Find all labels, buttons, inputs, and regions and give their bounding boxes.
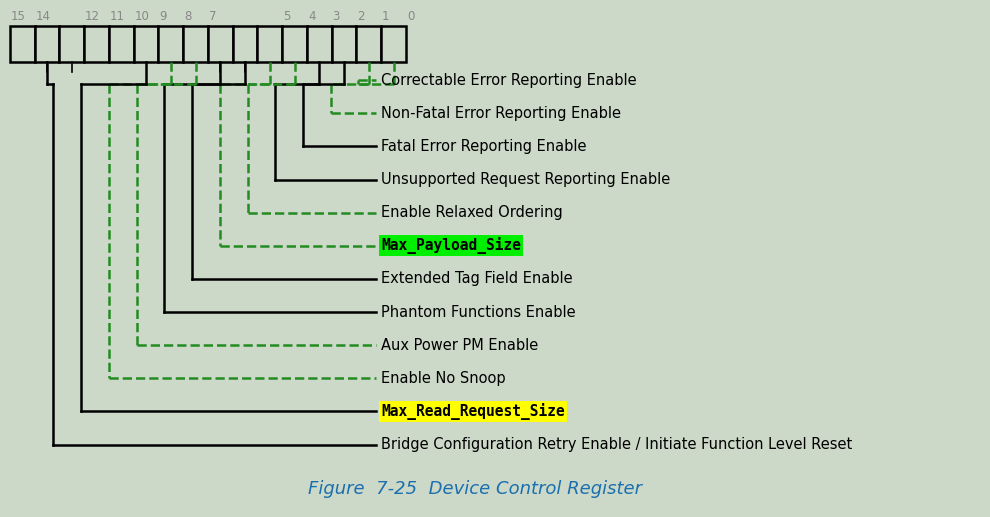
Bar: [10, 26, 35, 62]
Bar: [35, 26, 59, 62]
Text: 14: 14: [36, 10, 50, 23]
Bar: [183, 26, 208, 62]
Text: Bridge Configuration Retry Enable / Initiate Function Level Reset: Bridge Configuration Retry Enable / Init…: [381, 437, 852, 452]
Bar: [59, 26, 84, 62]
Bar: [257, 26, 282, 62]
Text: 1: 1: [382, 10, 390, 23]
Bar: [158, 26, 183, 62]
Bar: [332, 26, 356, 62]
Text: 11: 11: [110, 10, 125, 23]
Text: Enable No Snoop: Enable No Snoop: [381, 371, 506, 386]
Text: 2: 2: [357, 10, 365, 23]
Text: Phantom Functions Enable: Phantom Functions Enable: [381, 305, 576, 320]
Bar: [307, 26, 332, 62]
Text: Non-Fatal Error Reporting Enable: Non-Fatal Error Reporting Enable: [381, 106, 621, 121]
Text: 10: 10: [135, 10, 149, 23]
Text: Figure  7-25  Device Control Register: Figure 7-25 Device Control Register: [308, 480, 643, 497]
Bar: [233, 26, 257, 62]
Bar: [208, 26, 233, 62]
Bar: [109, 26, 134, 62]
Text: 3: 3: [333, 10, 340, 23]
Text: 9: 9: [159, 10, 167, 23]
Bar: [356, 26, 381, 62]
Text: Extended Tag Field Enable: Extended Tag Field Enable: [381, 271, 573, 286]
Bar: [134, 26, 158, 62]
Text: 8: 8: [184, 10, 191, 23]
Text: 5: 5: [283, 10, 290, 23]
Text: Correctable Error Reporting Enable: Correctable Error Reporting Enable: [381, 72, 637, 88]
Text: Max_Read_Request_Size: Max_Read_Request_Size: [381, 403, 565, 420]
Bar: [381, 26, 406, 62]
Text: 12: 12: [85, 10, 100, 23]
Text: 7: 7: [209, 10, 217, 23]
Text: Max_Payload_Size: Max_Payload_Size: [381, 237, 521, 254]
Text: Unsupported Request Reporting Enable: Unsupported Request Reporting Enable: [381, 172, 670, 187]
Text: Aux Power PM Enable: Aux Power PM Enable: [381, 338, 539, 353]
Text: Fatal Error Reporting Enable: Fatal Error Reporting Enable: [381, 139, 587, 154]
Text: 4: 4: [308, 10, 316, 23]
Text: Enable Relaxed Ordering: Enable Relaxed Ordering: [381, 205, 563, 220]
Bar: [84, 26, 109, 62]
Text: 0: 0: [407, 10, 414, 23]
Text: 15: 15: [11, 10, 26, 23]
Bar: [282, 26, 307, 62]
